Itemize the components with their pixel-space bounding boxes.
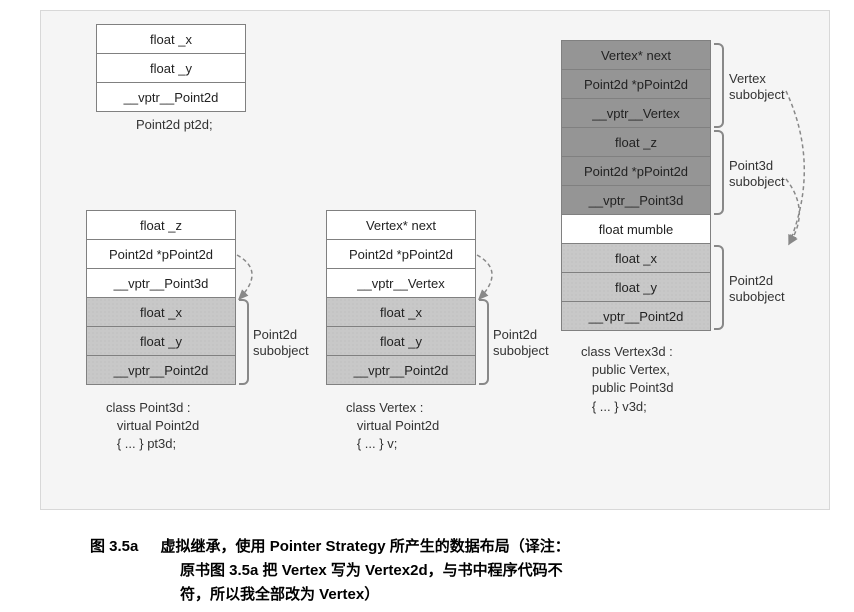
caption-line-2: 原书图 3.5a 把 Vertex 写为 Vertex2d，与书中程序代码不 <box>90 559 790 583</box>
cell-vptr-point2d: __vptr__Point2d <box>326 355 476 385</box>
canvas: float _x float _y __vptr__Point2d Point2… <box>0 0 854 612</box>
cell-vertex-next: Vertex* next <box>561 40 711 70</box>
cell-vptr-point2d: __vptr__Point2d <box>96 82 246 112</box>
cell-float-y: float _y <box>96 53 246 83</box>
vertex3d-vertex-bracket <box>714 43 724 128</box>
point3d-bracket <box>239 299 249 385</box>
vertex3d-p2d-label: Point2d subobject <box>729 273 785 304</box>
vertex3d-vertex-label: Vertex subobject <box>729 71 785 102</box>
cell-ppoint2d-1: Point2d *pPoint2d <box>561 69 711 99</box>
point3d-label: class Point3d : virtual Point2d { ... } … <box>106 399 199 454</box>
vertex3d-label: class Vertex3d : public Vertex, public P… <box>581 343 674 416</box>
arrow-point3d <box>237 255 252 299</box>
cell-vptr-point3d: __vptr__Point3d <box>561 185 711 215</box>
cell-float-x: float _x <box>96 24 246 54</box>
point2d-stack: float _x float _y __vptr__Point2d <box>96 25 246 112</box>
arrow-vertex <box>477 255 492 299</box>
cell-vptr-vertex: __vptr__Vertex <box>326 268 476 298</box>
caption-line-3: 符，所以我全部改为 Vertex） <box>90 583 790 607</box>
arrow-v3d-2 <box>786 179 799 244</box>
cell-float-z: float _z <box>86 210 236 240</box>
vertex-bracket <box>479 299 489 385</box>
vertex3d-p3d-label: Point3d subobject <box>729 158 785 189</box>
cell-float-z: float _z <box>561 127 711 157</box>
cell-float-x: float _x <box>561 243 711 273</box>
cell-ppoint2d: Point2d *pPoint2d <box>86 239 236 269</box>
cell-float-mumble: float mumble <box>561 214 711 244</box>
cell-vptr-vertex: __vptr__Vertex <box>561 98 711 128</box>
vertex-stack: Vertex* next Point2d *pPoint2d __vptr__V… <box>326 211 476 385</box>
vertex3d-p2d-bracket <box>714 245 724 330</box>
cell-vptr-point2d: __vptr__Point2d <box>86 355 236 385</box>
cell-float-x: float _x <box>86 297 236 327</box>
figure-caption: 图 3.5a 虚拟继承，使用 Pointer Strategy 所产生的数据布局… <box>90 535 790 607</box>
vertex-subobj-label: Point2d subobject <box>493 327 549 358</box>
cell-ppoint2d-2: Point2d *pPoint2d <box>561 156 711 186</box>
point2d-label: Point2d pt2d; <box>136 116 213 134</box>
cell-vertex-next: Vertex* next <box>326 210 476 240</box>
cell-float-x: float _x <box>326 297 476 327</box>
caption-line-1: 虚拟继承，使用 Pointer Strategy 所产生的数据布局（译注： <box>161 538 570 555</box>
point3d-stack: float _z Point2d *pPoint2d __vptr__Point… <box>86 211 236 385</box>
point3d-subobj-label: Point2d subobject <box>253 327 309 358</box>
figure-number: 图 3.5a <box>90 538 138 555</box>
cell-vptr-point3d: __vptr__Point3d <box>86 268 236 298</box>
cell-float-y: float _y <box>561 272 711 302</box>
vertex3d-p3d-bracket <box>714 130 724 215</box>
vertex3d-stack: Vertex* next Point2d *pPoint2d __vptr__V… <box>561 41 711 331</box>
vertex-label: class Vertex : virtual Point2d { ... } v… <box>346 399 439 454</box>
diagram-area: float _x float _y __vptr__Point2d Point2… <box>40 10 830 510</box>
cell-vptr-point2d: __vptr__Point2d <box>561 301 711 331</box>
cell-float-y: float _y <box>86 326 236 356</box>
cell-ppoint2d: Point2d *pPoint2d <box>326 239 476 269</box>
cell-float-y: float _y <box>326 326 476 356</box>
arrow-v3d-1 <box>786 91 804 244</box>
